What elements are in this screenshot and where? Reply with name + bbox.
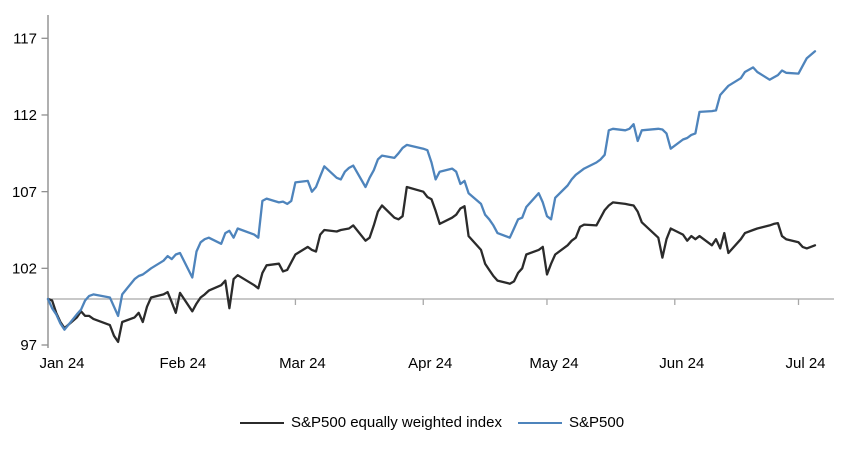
y-tick-label: 107	[12, 184, 37, 201]
x-tick-label: Jun 24	[659, 355, 704, 372]
series-line-equal-weight	[46, 185, 817, 344]
legend-label-equal-weight: S&P500 equally weighted index	[291, 414, 502, 431]
y-tick-label: 112	[13, 107, 37, 124]
x-tick-label: Mar 24	[279, 355, 326, 372]
x-tick-label: May 24	[529, 355, 578, 372]
x-tick-label: Jan 24	[39, 355, 84, 372]
legend: S&P500 equally weighted index S&P500	[0, 412, 852, 438]
legend-item-equal-weight: S&P500 equally weighted index	[240, 412, 502, 434]
y-tick-label: 97	[20, 337, 37, 354]
x-tick-label: Apr 24	[408, 355, 452, 372]
legend-label-sp500: S&P500	[569, 414, 625, 431]
legend-line-swatch-equal-weight	[240, 421, 284, 425]
x-tick-label: Feb 24	[159, 355, 206, 372]
series-line-sp500	[46, 50, 817, 331]
y-tick-label: 117	[13, 31, 37, 48]
legend-item-sp500: S&P500	[518, 412, 624, 434]
legend-line-swatch-sp500	[518, 421, 562, 425]
x-tick-label: Jul 24	[785, 355, 825, 372]
y-tick-label: 102	[12, 261, 37, 278]
